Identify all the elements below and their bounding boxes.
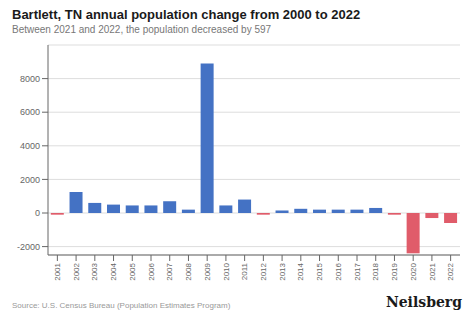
svg-text:2000: 2000 xyxy=(20,175,40,185)
svg-text:2001: 2001 xyxy=(53,262,62,280)
svg-text:2002: 2002 xyxy=(72,262,81,280)
svg-text:2017: 2017 xyxy=(353,262,362,280)
html-text:Bartlett, TN annual population: Bartlett, TN annual population change fr… xyxy=(12,7,361,22)
svg-text:2011: 2011 xyxy=(240,262,249,280)
svg-text:2007: 2007 xyxy=(165,262,174,280)
svg-text:2013: 2013 xyxy=(278,262,287,280)
svg-text:2012: 2012 xyxy=(259,262,268,280)
html-text:Neilsberg: Neilsberg xyxy=(385,294,462,310)
html-text:Source: U.S. Census Bureau (Po: Source: U.S. Census Bureau (Population E… xyxy=(12,301,231,310)
svg-text:2015: 2015 xyxy=(315,262,324,280)
svg-text:2016: 2016 xyxy=(334,262,343,280)
svg-text:2005: 2005 xyxy=(128,262,137,280)
svg-text:2006: 2006 xyxy=(147,262,156,280)
html-text:Between 2021 and 2022, the pop: Between 2021 and 2022, the population de… xyxy=(12,24,272,35)
svg-text:2008: 2008 xyxy=(184,262,193,280)
svg-text:8000: 8000 xyxy=(20,74,40,84)
svg-text:2018: 2018 xyxy=(371,262,380,280)
svg-text:6000: 6000 xyxy=(20,107,40,117)
svg-text:2021: 2021 xyxy=(428,262,437,280)
svg-text:4000: 4000 xyxy=(20,141,40,151)
svg-text:-2000: -2000 xyxy=(17,242,40,252)
svg-text:2009: 2009 xyxy=(203,262,212,280)
svg-text:2004: 2004 xyxy=(109,262,118,280)
svg-text:2020: 2020 xyxy=(409,262,418,280)
svg-text:2019: 2019 xyxy=(390,262,399,280)
svg-text:2014: 2014 xyxy=(296,262,305,280)
svg-text:2003: 2003 xyxy=(90,262,99,280)
svg-text:0: 0 xyxy=(35,208,40,218)
svg-text:2022: 2022 xyxy=(446,262,455,280)
svg-text:2010: 2010 xyxy=(222,262,231,280)
